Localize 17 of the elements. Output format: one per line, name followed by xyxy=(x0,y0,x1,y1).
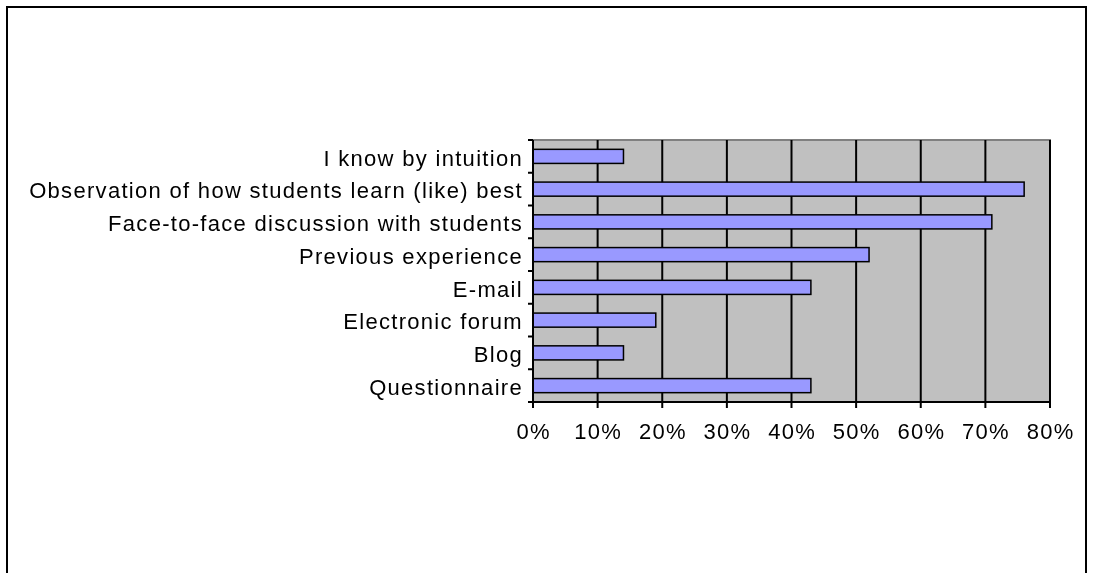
y-tick-label: E-mail xyxy=(452,276,523,302)
x-tick-label: 40% xyxy=(768,418,817,444)
y-tick-label: Previous experience xyxy=(298,243,523,269)
x-tick-label: 70% xyxy=(962,418,1010,444)
y-tick-label: Observation of how students learn (like) best xyxy=(29,178,523,204)
x-tick-label: 10% xyxy=(574,418,623,444)
y-tick-label: Blog xyxy=(473,342,523,368)
y-tick-label: I know by intuition xyxy=(323,145,523,171)
x-tick-label: 50% xyxy=(832,418,881,444)
x-tick-label: 30% xyxy=(703,418,752,444)
y-tick-label: Questionnaire xyxy=(369,374,523,400)
y-tick-label: Face-to-face discussion with students xyxy=(108,211,523,237)
x-tick-label: 0% xyxy=(516,418,551,444)
x-tick-label: 60% xyxy=(897,418,946,444)
y-tick-label: Electronic forum xyxy=(343,309,523,335)
x-tick-label: 20% xyxy=(638,418,687,444)
x-tick-label: 80% xyxy=(1026,418,1075,444)
